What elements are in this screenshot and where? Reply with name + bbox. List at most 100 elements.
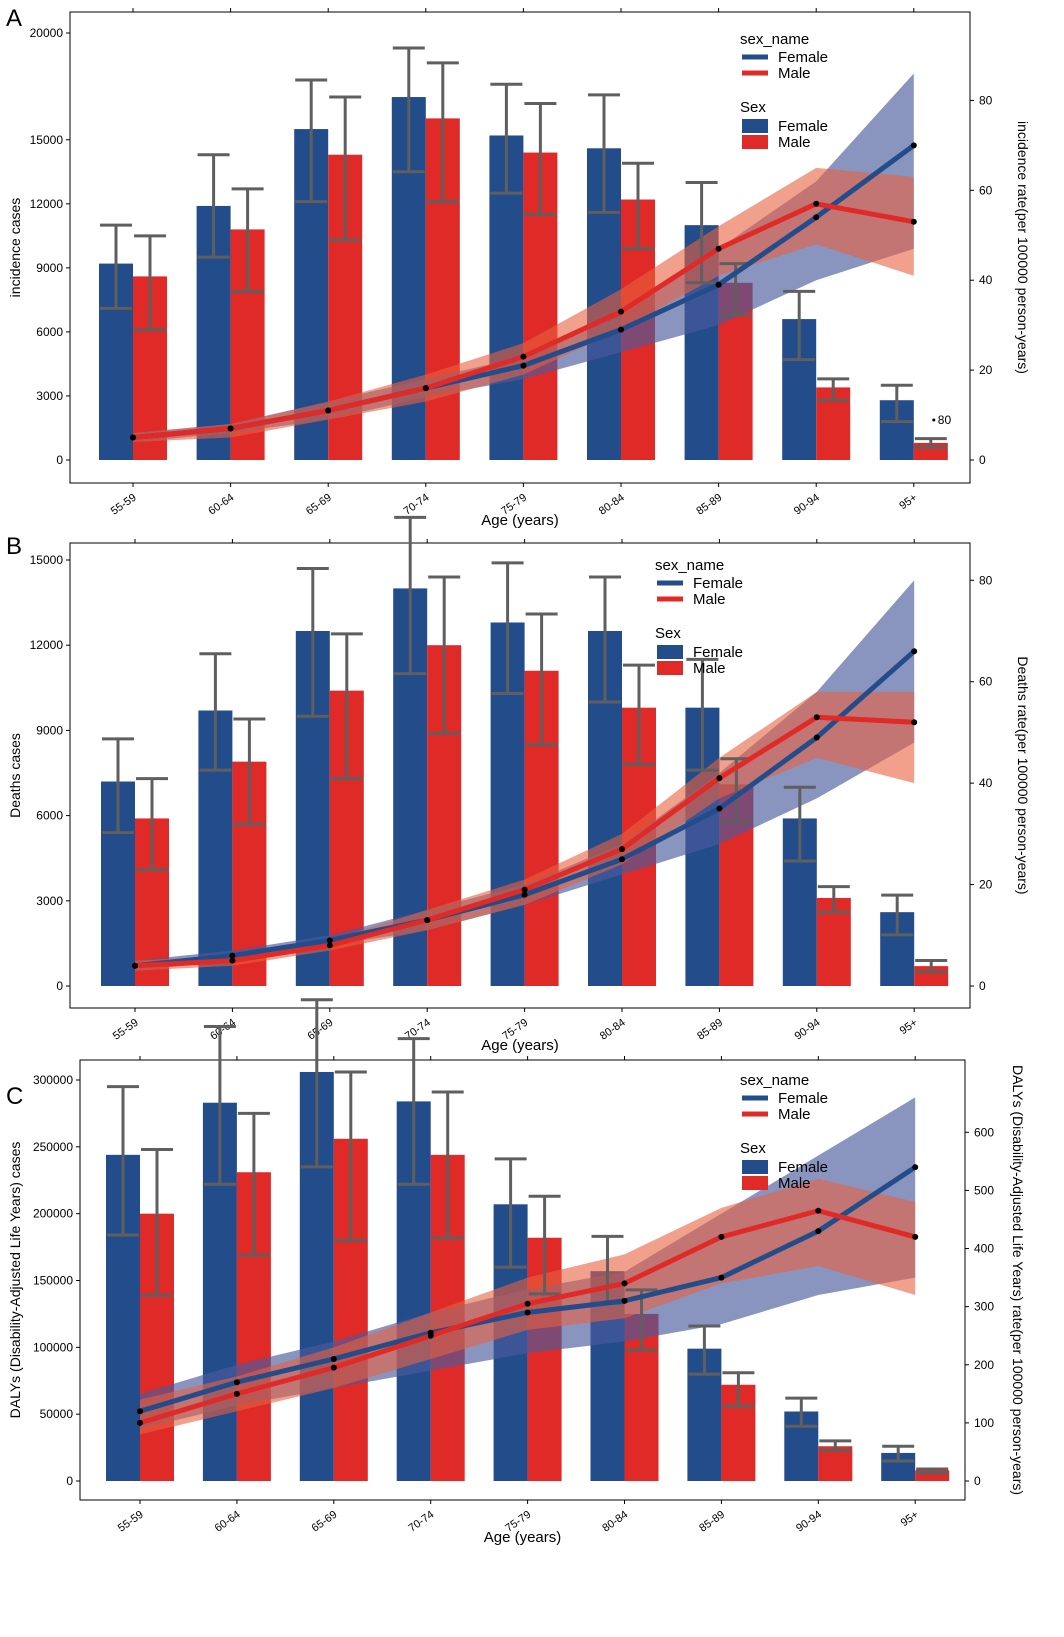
x-tick-label: 70-74 xyxy=(406,1509,436,1535)
rate-point-male xyxy=(912,1233,919,1240)
legend-bar-male-swatch xyxy=(657,661,683,675)
rate-point-female xyxy=(618,326,624,333)
legend-line-female-label: Female xyxy=(778,49,828,66)
rate-point-male xyxy=(521,886,528,893)
legend-bar-title: Sex xyxy=(655,625,681,642)
legend-line-male-label: Male xyxy=(778,1106,811,1123)
y2-tick-label: 20 xyxy=(979,363,993,377)
x-tick-label: 55-59 xyxy=(109,492,139,518)
rate-point-male xyxy=(427,1332,434,1339)
plot-c: 0 50000 100000 150000 200000 250000 300000 0 100… xyxy=(7,998,1026,1546)
x-tick-label: 65-69 xyxy=(310,1509,340,1535)
y-axis-title: DALYs (Disability-Adjusted Life Years) c… xyxy=(7,1142,23,1419)
rate-point-male xyxy=(813,200,820,207)
rate-point-male xyxy=(715,245,722,252)
bar-male xyxy=(915,1470,950,1481)
y2-tick-label: 0 xyxy=(979,453,986,467)
y2-tick-label: 600 xyxy=(974,1125,994,1139)
x-tick-label: 70-74 xyxy=(402,492,432,518)
y-axis-title: incidence cases xyxy=(7,198,23,298)
rate-point-male xyxy=(330,1364,337,1371)
rate-point-female xyxy=(326,937,333,944)
plot-frame xyxy=(69,542,971,1009)
x-tick-label: 80-84 xyxy=(598,1017,628,1043)
y2-tick-label: 0 xyxy=(974,1474,981,1488)
rate-band-female xyxy=(140,1097,916,1429)
y-tick-label: 6000 xyxy=(36,325,63,339)
rate-point-female xyxy=(233,1379,240,1386)
legend-line-male-label: Male xyxy=(778,65,811,82)
y-tick-label: 3000 xyxy=(36,894,63,908)
x-axis-title: Age (years) xyxy=(484,1529,562,1546)
legend-bar-female-label: Female xyxy=(778,1159,828,1176)
rate-point-female xyxy=(716,805,723,812)
rate-point-male xyxy=(815,1207,822,1214)
rate-band-male xyxy=(135,691,915,971)
y2-tick-label: 60 xyxy=(979,183,993,197)
x-tick-label: 90-94 xyxy=(792,492,822,518)
rate-band-male xyxy=(133,167,914,443)
legend-line-title: sex_name xyxy=(740,31,809,48)
y-tick-label: 0 xyxy=(56,453,63,467)
rate-point-male xyxy=(911,719,918,726)
y-tick-label: 20000 xyxy=(30,26,64,40)
y-tick-label: 15000 xyxy=(30,553,64,567)
rate-point-male xyxy=(520,353,527,360)
x-tick-label: 90-94 xyxy=(794,1509,824,1535)
x-axis-title: Age (years) xyxy=(481,512,559,529)
rate-point-male xyxy=(718,1233,725,1240)
rate-point-male xyxy=(910,218,917,225)
legend-bar-female-swatch xyxy=(657,645,683,659)
annotation-dot xyxy=(932,418,936,422)
panel-label-b: B xyxy=(6,533,22,560)
y2-tick-label: 400 xyxy=(974,1242,994,1256)
rate-point-male xyxy=(813,714,820,721)
x-tick-label: 60-64 xyxy=(208,1017,238,1043)
legend-line-title: sex_name xyxy=(740,1072,809,1089)
y-tick-label: 300000 xyxy=(33,1073,73,1087)
legend-bar-male-swatch xyxy=(742,1176,768,1190)
rate-point-female xyxy=(911,648,918,655)
plot-frame xyxy=(69,11,971,484)
rate-point-male xyxy=(619,846,625,853)
y-tick-label: 100000 xyxy=(33,1340,73,1354)
y-tick-label: 15000 xyxy=(30,133,64,147)
legend-bar-female-swatch xyxy=(742,119,768,133)
y-tick-label: 3000 xyxy=(36,389,63,403)
y-tick-label: 150000 xyxy=(33,1274,73,1288)
x-tick-label: 65-69 xyxy=(306,1017,336,1043)
legend-bar-female-label: Female xyxy=(778,118,828,135)
x-tick-label: 60-64 xyxy=(213,1509,243,1535)
legend-bar-male-label: Male xyxy=(778,1175,811,1192)
legend-line-title: sex_name xyxy=(655,557,724,574)
panel-a: A 0 3000 6000 9000 12000 15000 20000 0 20 40 60 80 5… xyxy=(6,5,1031,529)
plot-a: 0 3000 6000 9000 12000 15000 20000 0 20 40 60 80 55-… xyxy=(7,8,1031,529)
y-tick-label: 0 xyxy=(56,979,63,993)
rate-point-female xyxy=(912,1164,919,1171)
y-tick-label: 6000 xyxy=(36,809,63,823)
y-tick-label: 250000 xyxy=(33,1140,73,1154)
y2-tick-label: 40 xyxy=(979,776,993,790)
y2-axis-title: incidence rate(per 100000 person-years) xyxy=(1015,121,1031,374)
x-tick-label: 80-84 xyxy=(597,492,627,518)
rate-point-female xyxy=(621,1297,628,1304)
rate-point-female xyxy=(521,891,528,898)
rate-point-male xyxy=(618,308,624,315)
panel-c: C 0 50000 100000 150000 200000 250000 300000 0 1… xyxy=(6,998,1026,1546)
panel-label-c: C xyxy=(6,1083,23,1110)
x-tick-label: 80-84 xyxy=(600,1509,630,1535)
rate-point-female xyxy=(815,1228,822,1235)
y2-tick-label: 80 xyxy=(979,93,993,107)
rate-point-male xyxy=(716,775,723,782)
legend-bar-female-swatch xyxy=(742,1160,768,1174)
legend-line-female-label: Female xyxy=(693,575,743,592)
y2-tick-label: 80 xyxy=(979,573,993,587)
rate-point-female xyxy=(619,856,625,863)
legend-line-female-label: Female xyxy=(778,1090,828,1107)
rate-point-female xyxy=(137,1408,143,1415)
x-axis-title: Age (years) xyxy=(481,1037,559,1054)
legend-bar-male-swatch xyxy=(742,135,768,149)
legend-bar-title: Sex xyxy=(740,99,766,116)
y-tick-label: 12000 xyxy=(30,638,64,652)
